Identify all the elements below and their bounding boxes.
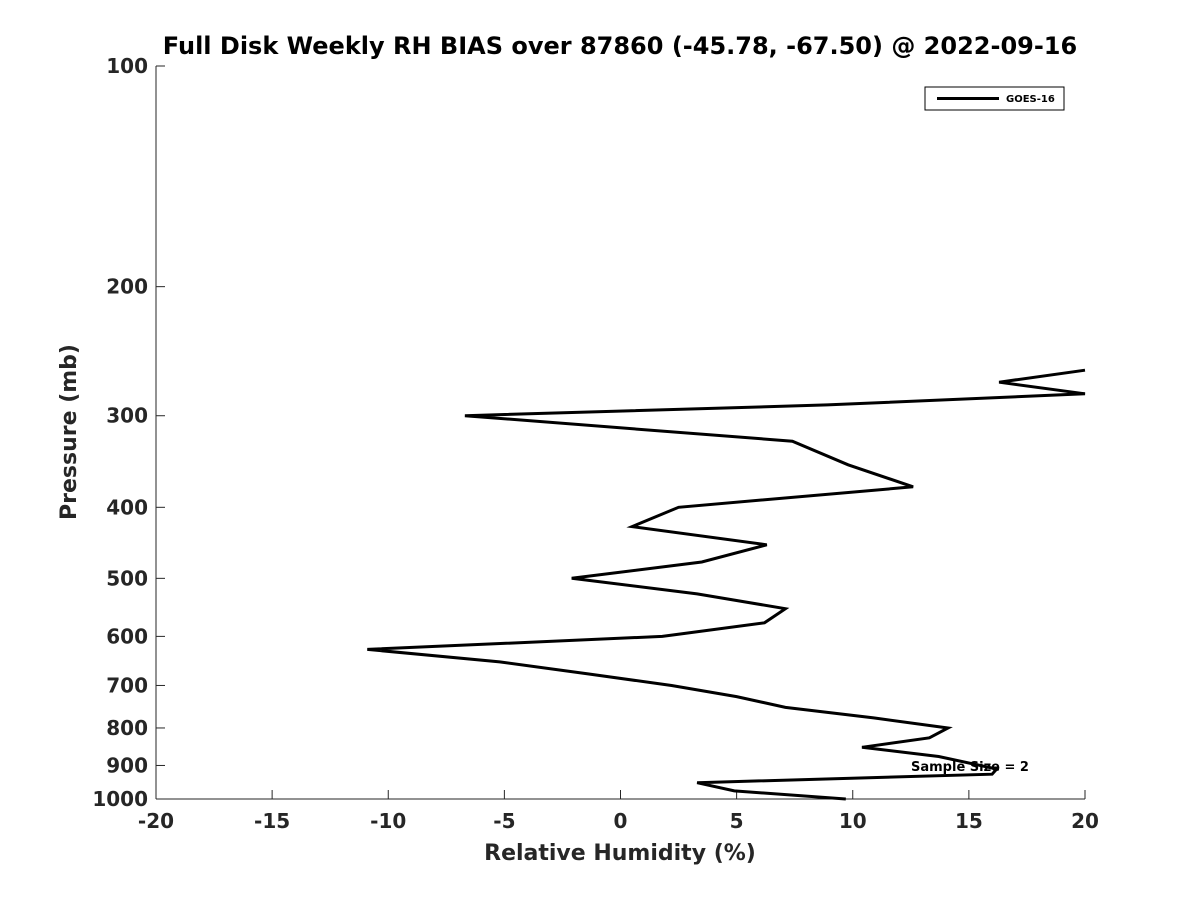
x-tick-label: 10 <box>839 809 867 833</box>
y-axis-label: Pressure (mb) <box>57 344 82 520</box>
y-tick-label: 200 <box>106 275 148 299</box>
chart-title: Full Disk Weekly RH BIAS over 87860 (-45… <box>163 32 1077 60</box>
x-tick-label: 15 <box>955 809 983 833</box>
plot-area: -20 -15 -10 -5 0 5 10 15 20 100 200 300 400 500 600 70… <box>92 54 1099 833</box>
y-tick-label: 100 <box>106 54 148 78</box>
legend: GOES-16 <box>924 86 1065 111</box>
y-tick-label: 900 <box>106 753 148 777</box>
x-axis-label: Relative Humidity (%) <box>484 841 756 866</box>
y-tick-label: 400 <box>106 495 148 519</box>
y-tick-label: 300 <box>106 404 148 428</box>
x-tick-label: -5 <box>493 809 515 833</box>
y-tick-label: 800 <box>106 716 148 740</box>
x-tick-label: 5 <box>730 809 744 833</box>
x-tick-label: 0 <box>614 809 628 833</box>
y-ticks: 100 200 300 400 500 600 700 800 900 1000 <box>92 54 165 811</box>
y-tick-label: 700 <box>106 673 148 697</box>
series-line-goes-16 <box>367 368 1086 801</box>
y-tick-label: 500 <box>106 566 148 590</box>
sample-size-annotation: Sample Size = 2 <box>911 760 1029 775</box>
x-ticks: -20 -15 -10 -5 0 5 10 15 20 <box>138 790 1099 833</box>
x-tick-label: -15 <box>254 809 290 833</box>
y-tick-label: 600 <box>106 624 148 648</box>
legend-label: GOES-16 <box>1006 94 1055 105</box>
y-tick-label: 1000 <box>92 787 148 811</box>
x-tick-label: -10 <box>370 809 406 833</box>
x-tick-label: -20 <box>138 809 174 833</box>
x-tick-label: 20 <box>1071 809 1099 833</box>
